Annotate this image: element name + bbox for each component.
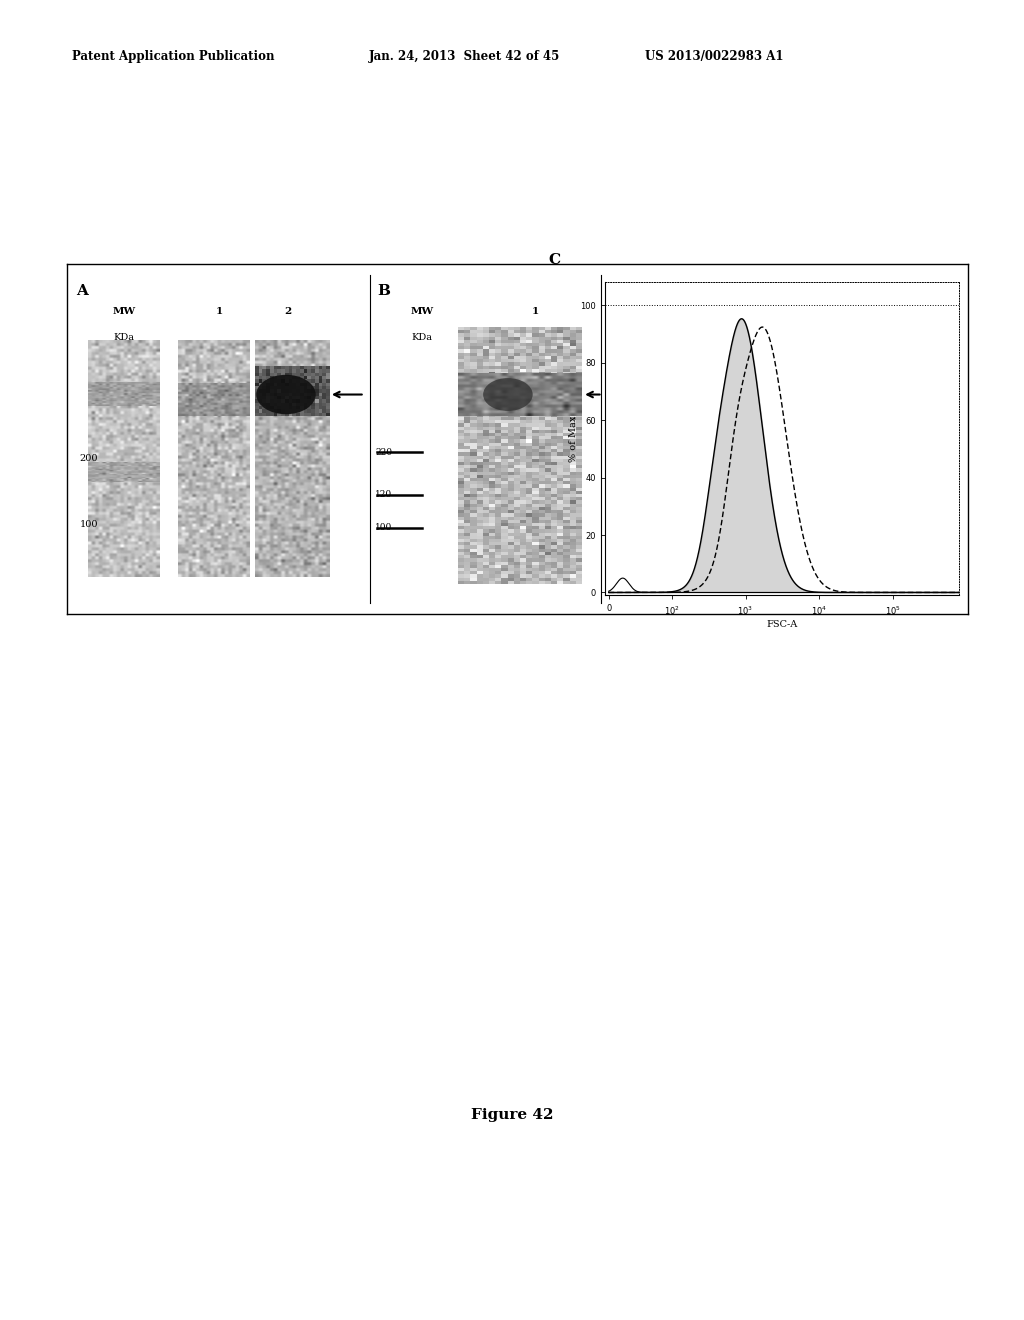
Text: C: C — [549, 253, 560, 267]
Text: US 2013/0022983 A1: US 2013/0022983 A1 — [645, 50, 783, 63]
Ellipse shape — [483, 378, 532, 411]
Ellipse shape — [256, 375, 315, 414]
Text: 200: 200 — [80, 454, 98, 463]
Text: 1: 1 — [531, 308, 539, 315]
Text: 100: 100 — [80, 520, 98, 529]
Text: B: B — [377, 284, 390, 298]
Text: 120: 120 — [375, 490, 392, 499]
Text: Patent Application Publication: Patent Application Publication — [72, 50, 274, 63]
Text: 220: 220 — [375, 447, 392, 457]
Text: MW: MW — [113, 308, 135, 315]
Y-axis label: % of Max: % of Max — [568, 416, 578, 462]
Text: KDa: KDa — [412, 333, 433, 342]
Text: Figure 42: Figure 42 — [471, 1109, 553, 1122]
Text: 100: 100 — [375, 523, 392, 532]
Text: MW: MW — [411, 308, 434, 315]
X-axis label: FSC-A: FSC-A — [767, 619, 798, 628]
Text: A: A — [77, 284, 88, 298]
Text: KDa: KDa — [114, 333, 134, 342]
Text: 1: 1 — [215, 308, 223, 315]
Text: Jan. 24, 2013  Sheet 42 of 45: Jan. 24, 2013 Sheet 42 of 45 — [369, 50, 560, 63]
Text: 2: 2 — [284, 308, 291, 315]
